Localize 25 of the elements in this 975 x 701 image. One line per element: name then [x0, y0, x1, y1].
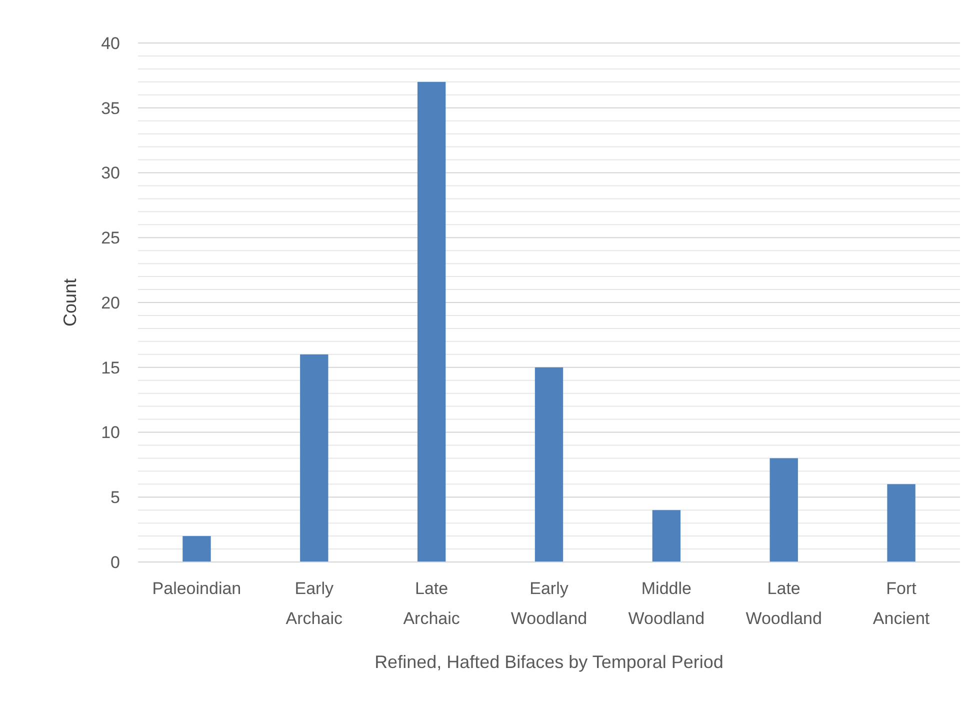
y-axis-title: Count	[60, 278, 80, 327]
bar	[887, 484, 916, 562]
bar	[417, 82, 446, 562]
y-tick-label: 15	[101, 358, 120, 378]
y-tick-label: 40	[101, 34, 120, 53]
bar	[182, 536, 211, 562]
bar	[770, 458, 798, 562]
y-tick-label: 30	[101, 164, 120, 183]
y-tick-label: 25	[101, 228, 120, 248]
y-tick-label: 20	[101, 293, 120, 312]
x-axis-title: Refined, Hafted Bifaces by Temporal Period	[374, 652, 724, 672]
bar	[652, 510, 681, 562]
bar	[300, 354, 328, 562]
x-tick-label: Late Woodland	[746, 579, 822, 628]
y-tick-label: 0	[110, 552, 120, 572]
y-tick-label: 10	[101, 423, 120, 442]
bar	[534, 367, 564, 562]
x-tick-label: Late Archaic	[403, 579, 460, 628]
x-tick-label: Early Archaic	[286, 579, 343, 628]
x-tick-label: Paleoindian	[152, 579, 242, 598]
x-tick-label: Middle Woodland	[628, 579, 705, 628]
x-tick-label: Fort Ancient	[872, 579, 930, 628]
y-tick-label: 5	[110, 488, 120, 508]
y-tick-label: 35	[101, 98, 120, 118]
x-tick-label: Early Woodland	[510, 579, 588, 628]
